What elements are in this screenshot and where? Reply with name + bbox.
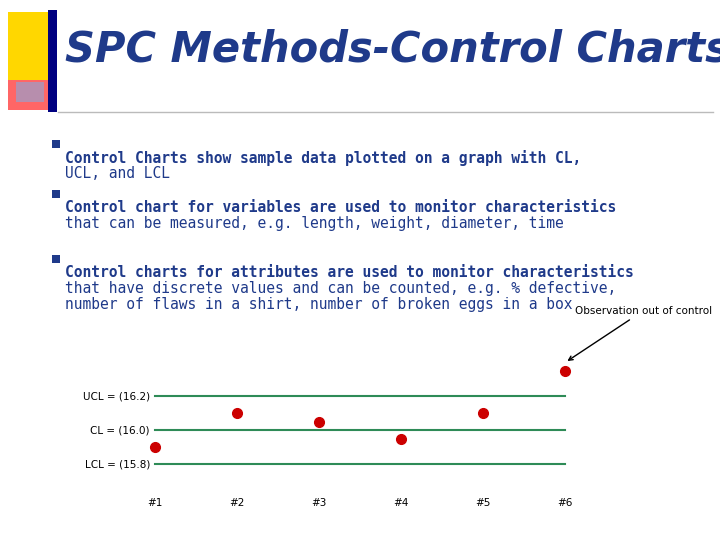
Text: #2: #2 — [229, 498, 245, 508]
Text: Observation out of control: Observation out of control — [569, 306, 712, 360]
Text: #6: #6 — [557, 498, 572, 508]
Text: #3: #3 — [311, 498, 327, 508]
FancyBboxPatch shape — [16, 82, 44, 102]
Text: UCL = (16.2): UCL = (16.2) — [83, 391, 150, 401]
Text: #1: #1 — [148, 498, 163, 508]
Text: UCL, and LCL: UCL, and LCL — [65, 166, 170, 181]
Text: #5: #5 — [475, 498, 491, 508]
Text: that can be measured, e.g. length, weight, diameter, time: that can be measured, e.g. length, weigh… — [65, 216, 564, 231]
FancyBboxPatch shape — [52, 255, 60, 263]
Text: CL = (16.0): CL = (16.0) — [91, 426, 150, 435]
Text: number of flaws in a shirt, number of broken eggs in a box: number of flaws in a shirt, number of br… — [65, 297, 572, 312]
Text: Control Charts show sample data plotted on a graph with CL,: Control Charts show sample data plotted … — [65, 150, 581, 166]
FancyBboxPatch shape — [48, 10, 57, 112]
Text: #4: #4 — [393, 498, 409, 508]
Text: LCL = (15.8): LCL = (15.8) — [85, 460, 150, 469]
Text: Control charts for attributes are used to monitor characteristics: Control charts for attributes are used t… — [65, 265, 634, 280]
FancyBboxPatch shape — [52, 190, 60, 198]
Text: SPC Methods-Control Charts: SPC Methods-Control Charts — [65, 29, 720, 71]
FancyBboxPatch shape — [52, 140, 60, 148]
FancyBboxPatch shape — [8, 12, 48, 80]
Text: that have discrete values and can be counted, e.g. % defective,: that have discrete values and can be cou… — [65, 281, 616, 296]
Text: Control chart for variables are used to monitor characteristics: Control chart for variables are used to … — [65, 200, 616, 215]
FancyBboxPatch shape — [8, 78, 48, 110]
